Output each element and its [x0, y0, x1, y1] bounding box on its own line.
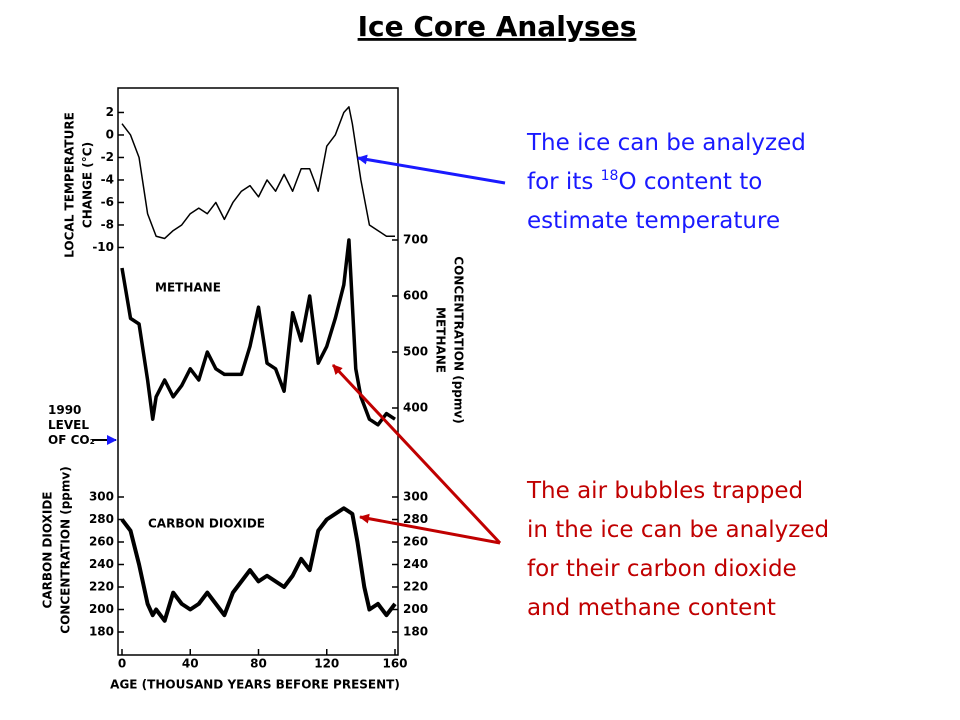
blue-arrow: [357, 154, 506, 185]
y-tick-label: 180: [403, 625, 428, 639]
side-note-line: OF CO₂: [48, 433, 95, 447]
note-line: O content to: [618, 169, 762, 195]
slide-title: Ice Core Analyses: [358, 10, 637, 43]
y-tick-label: 200: [403, 602, 428, 616]
y-tick-label: 300: [403, 490, 428, 504]
red-arrow: [359, 513, 501, 545]
y-tick-label: -4: [101, 172, 114, 186]
data-line: [120, 238, 396, 427]
y-tick-label: 600: [403, 289, 428, 303]
y-axis-label: CARBON DIOXIDE: [41, 492, 55, 609]
y-tick-label: 280: [89, 512, 114, 526]
x-tick-label: 40: [182, 657, 199, 671]
side-note-line: 1990: [48, 403, 81, 417]
x-tick-label: 80: [250, 657, 267, 671]
note-line: and methane content: [527, 595, 776, 621]
y-tick-label: 0: [106, 127, 114, 141]
y-tick-label: 300: [89, 490, 114, 504]
data-line: [120, 506, 397, 623]
note-line: in the ice can be analyzed: [527, 517, 829, 543]
y-tick-label: 2: [106, 105, 114, 119]
side-note-line: LEVEL: [48, 418, 89, 432]
y-tick-label: 400: [403, 401, 428, 415]
y-tick-label: 260: [89, 535, 114, 549]
y-tick-label: 500: [403, 345, 428, 359]
note-line: for its: [527, 169, 601, 195]
y-tick-label: 700: [403, 233, 428, 247]
red-note: The air bubbles trapped in the ice can b…: [526, 478, 836, 621]
x-axis-label: AGE (THOUSAND YEARS BEFORE PRESENT): [110, 678, 400, 692]
x-tick-label: 0: [118, 657, 126, 671]
blue-note: The ice can be analyzed for its 18O cont…: [526, 130, 813, 234]
data-line: [121, 106, 395, 240]
note-line: The air bubbles trapped: [526, 478, 803, 504]
note-line: for their carbon dioxide: [527, 556, 797, 582]
y-axis-label: METHANE: [434, 307, 448, 373]
y-axis-label: CONCENTRATION (ppmv): [59, 466, 73, 633]
y-tick-label: 180: [89, 625, 114, 639]
charts: 2 0 -2 -4 -6 -8 -10 LOCAL TEMPERATURE CHANGE (°C…: [41, 105, 466, 692]
y-tick-label: -2: [101, 150, 114, 164]
y-tick-label: -8: [101, 217, 114, 231]
note-line: The ice can be analyzed: [526, 130, 806, 156]
y-tick-label: -10: [92, 240, 114, 254]
note-line: estimate temperature: [527, 208, 780, 234]
y-tick-label: 260: [403, 535, 428, 549]
y-tick-label: 240: [89, 557, 114, 571]
superscript: 18: [601, 168, 619, 184]
panel-label: METHANE: [155, 281, 221, 295]
y-axis-label: CONCENTRATION (ppmv): [452, 256, 466, 423]
y-axis-label: CHANGE (°C): [81, 142, 95, 228]
y-tick-label: -6: [101, 195, 114, 209]
red-arrow: [331, 363, 502, 545]
y-tick-label: 240: [403, 557, 428, 571]
y-tick-label: 220: [89, 580, 114, 594]
side-note: 1990 LEVEL OF CO₂: [48, 403, 95, 447]
y-tick-label: 280: [403, 512, 428, 526]
x-tick-label: 120: [314, 657, 339, 671]
y-tick-label: 220: [403, 580, 428, 594]
x-tick-label: 160: [382, 657, 407, 671]
y-axis-label: LOCAL TEMPERATURE: [63, 112, 77, 258]
y-tick-label: 200: [89, 602, 114, 616]
panel-label: CARBON DIOXIDE: [148, 517, 265, 531]
